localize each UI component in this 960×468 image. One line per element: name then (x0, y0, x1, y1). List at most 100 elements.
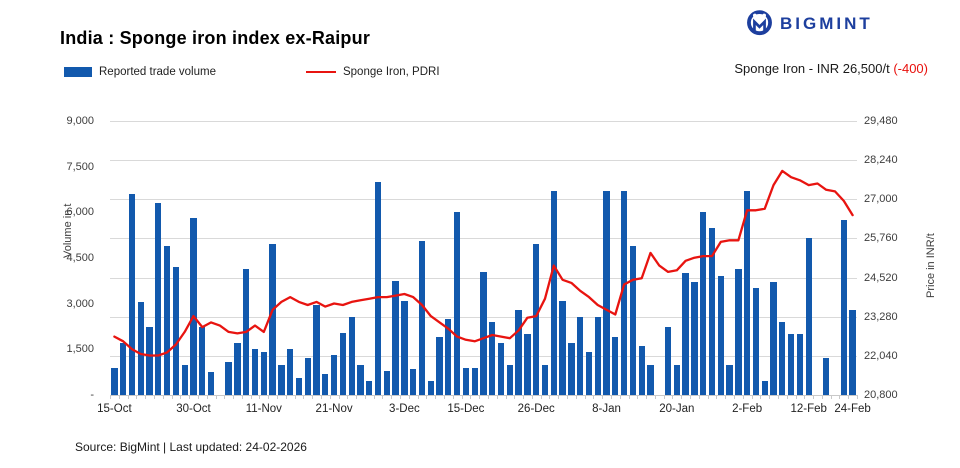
x-axis-tick (145, 395, 147, 399)
x-axis-tick (663, 395, 665, 399)
chart-legend: Reported trade volume Sponge Iron, PDRI (64, 66, 440, 78)
x-axis-tick (110, 395, 111, 399)
volume-bar (691, 282, 698, 395)
volume-bar (682, 273, 689, 395)
volume-bar (207, 372, 215, 395)
x-axis: 15-Oct 30-Oct 11-Nov 21-Nov 3-Dec 15-Dec 26-De… (97, 395, 871, 421)
x-axis-tick (312, 395, 314, 399)
page-title: India : Sponge iron index ex-Raipur (60, 28, 371, 48)
x-axis-tick (259, 395, 261, 399)
volume-bar (111, 367, 118, 395)
x-axis-tick (575, 395, 577, 399)
x-axis-tick (760, 395, 762, 399)
volume-bar (629, 245, 637, 395)
volume-bar (559, 300, 566, 395)
volume-bar (445, 318, 452, 395)
x-axis-tick (786, 395, 788, 399)
volume-bar (366, 381, 373, 395)
x-axis-tick (303, 395, 305, 399)
grid-line (110, 199, 857, 201)
x-axis-tick (250, 395, 252, 399)
volume-bar (374, 181, 382, 395)
x-axis-tick (189, 395, 191, 399)
x-axis-tick (329, 395, 331, 399)
volume-bar (497, 343, 505, 395)
x-axis-label: 30-Oct (176, 403, 211, 415)
volume-bar (647, 364, 654, 395)
volume-bar (585, 352, 593, 395)
volume-bar (260, 352, 267, 395)
right-axis-tick-label: 23,280 (864, 310, 898, 323)
left-axis-tick-label: 7,500 (66, 160, 94, 173)
plot-area (110, 121, 857, 396)
x-axis-label: 12-Feb (790, 403, 827, 415)
x-axis-tick (268, 395, 270, 399)
left-axis-tick-label: 6,000 (66, 206, 94, 219)
x-axis-tick (769, 395, 771, 399)
volume-bar (770, 282, 777, 395)
volume-bar (735, 268, 742, 395)
legend-price-label: Sponge Iron, PDRI (342, 66, 440, 78)
x-axis-tick (435, 395, 437, 399)
x-axis-tick (487, 395, 489, 399)
x-axis-label: 15-Oct (97, 403, 132, 415)
x-axis-tick (162, 395, 164, 399)
volume-bar (515, 309, 522, 395)
x-axis-tick (338, 395, 340, 399)
volume-bar (251, 349, 259, 395)
x-axis-tick (523, 395, 524, 399)
volume-bar (489, 321, 496, 395)
volume-bar (840, 219, 847, 395)
x-axis-tick (839, 395, 841, 399)
volume-bar (225, 361, 232, 395)
x-axis-tick (505, 395, 507, 399)
x-axis-tick (153, 395, 155, 399)
volume-bar (779, 321, 786, 395)
x-axis-label: 11-Nov (245, 403, 282, 415)
volume-bar (269, 244, 276, 395)
volume-bar (339, 332, 347, 395)
right-axis-tick-label: 28,240 (864, 154, 898, 167)
x-axis-tick (558, 395, 560, 399)
x-axis-tick (751, 395, 753, 399)
x-axis-label: 3-Dec (389, 403, 420, 415)
x-axis-label: 20-Jan (659, 403, 695, 415)
volume-bar (761, 381, 768, 395)
x-axis-tick (364, 395, 366, 399)
volume-bar (594, 317, 601, 395)
line-swatch-icon (305, 71, 336, 73)
x-axis-tick (804, 395, 806, 399)
legend-item-volume: Reported trade volume (64, 66, 216, 78)
volume-bar (638, 346, 645, 395)
x-axis-tick (584, 395, 586, 399)
x-axis-tick (496, 395, 498, 399)
volume-bar (190, 218, 197, 395)
right-axis-tick-label: 22,040 (864, 349, 898, 362)
x-axis-tick (619, 395, 621, 399)
volume-bar (506, 364, 513, 395)
x-axis-tick (531, 395, 533, 399)
volume-bar (234, 343, 241, 395)
volume-bar (823, 358, 830, 395)
x-axis-label: 21-Nov (315, 403, 353, 415)
legend-item-price: Sponge Iron, PDRI (305, 66, 440, 78)
volume-bar (541, 364, 549, 395)
source-note: Source: BigMint | Last updated: 24-02-20… (75, 440, 307, 454)
right-axis-tick-label: 25,760 (864, 232, 898, 245)
volume-bar (462, 367, 470, 395)
volume-bar (568, 343, 575, 395)
x-axis-tick (540, 395, 542, 399)
volume-bar (128, 194, 136, 395)
volume-bar (199, 326, 206, 395)
volume-bar (805, 238, 812, 395)
volume-bar (313, 305, 320, 395)
volume-bar (163, 245, 171, 395)
x-axis-label: 26-Dec (517, 403, 555, 415)
x-axis-tick (690, 395, 691, 399)
x-axis-tick (514, 395, 516, 399)
price-change: (-400) (893, 61, 928, 76)
x-axis-label: 2-Feb (732, 403, 763, 415)
volume-bar (673, 364, 680, 395)
price-line-series (113, 169, 854, 357)
